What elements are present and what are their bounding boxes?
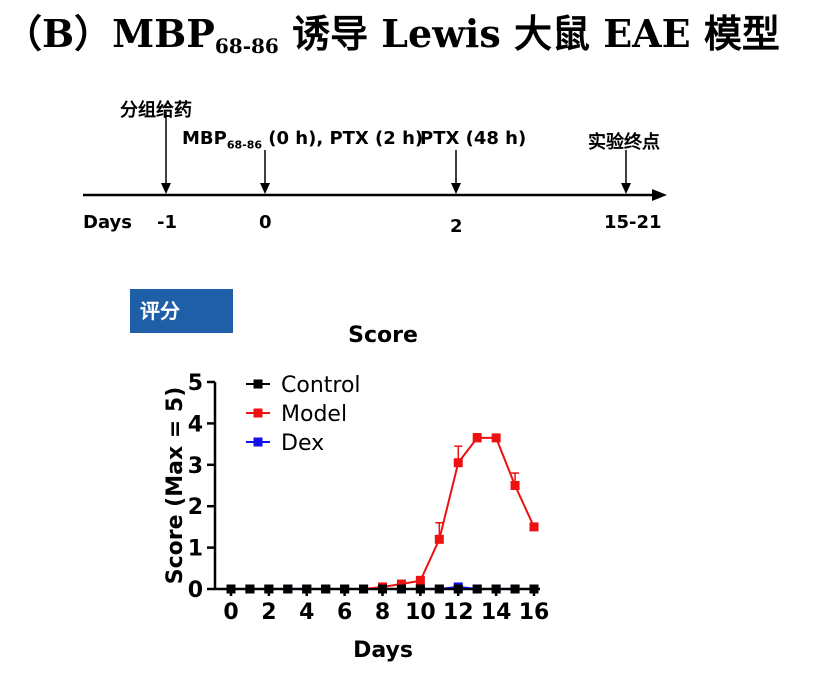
title-subscript: 68-86 (214, 34, 279, 58)
control-point (264, 584, 274, 594)
x-tick-label: 2 (261, 600, 276, 625)
model-point (453, 458, 463, 468)
timeline-day-minus1: -1 (157, 212, 177, 233)
page-title: （B）MBP68-86 诱导 Lewis 大鼠 EAE 模型 (4, 6, 780, 62)
model-point (510, 481, 520, 490)
timeline-label-endpoint: 实验终点 (588, 132, 660, 153)
timeline-arrow-day-0 (260, 150, 270, 194)
control-point (491, 584, 501, 594)
control-point (472, 584, 482, 594)
timeline: 分组给药 MBP68-86 (0 h), PTX (2 h) PTX (48 h… (0, 90, 820, 250)
timeline-label-ptx-48h: PTX (48 h) (420, 128, 527, 149)
model-point (415, 576, 425, 586)
control-point (453, 584, 463, 594)
model-line (231, 436, 535, 590)
control-point (415, 584, 425, 594)
legend-model-marker (253, 408, 263, 418)
legend-dex-marker (253, 437, 263, 447)
timeline-arrow-endpoint (621, 150, 631, 194)
legend-model-label: Model (281, 402, 347, 427)
control-point (359, 584, 369, 594)
timeline-axis (83, 112, 667, 201)
y-tick-label: 0 (188, 578, 203, 603)
x-tick-label: 12 (443, 600, 474, 625)
control-point (283, 584, 293, 594)
timeline-day-endpoint: 15-21 (604, 212, 662, 233)
timeline-day-2: 2 (450, 216, 463, 237)
control-point (226, 584, 236, 594)
model-point (396, 579, 406, 589)
control-point (340, 584, 350, 594)
y-tick-label: 2 (188, 495, 203, 520)
x-tick-label: 14 (481, 600, 512, 625)
timeline-day-0: 0 (259, 212, 272, 233)
y-tick-label: 5 (188, 371, 203, 396)
timeline-label-grouping: 分组给药 (120, 100, 192, 121)
control-point (321, 584, 331, 594)
control-point (434, 584, 444, 594)
x-tick-label: 0 (223, 600, 238, 625)
title-prefix: （B）MBP (4, 11, 215, 56)
control-point (529, 584, 539, 594)
control-point (396, 584, 406, 594)
control-point (245, 584, 255, 594)
y-tick-label: 3 (188, 454, 203, 479)
y-axis-label: Score (Max = 5) (163, 387, 188, 585)
timeline-label-immunization: MBP68-86 (0 h), PTX (2 h) (182, 128, 424, 152)
y-tick-label: 1 (188, 537, 203, 562)
control-point (302, 584, 312, 594)
model-point (434, 534, 444, 544)
control-point (510, 584, 520, 594)
x-tick-label: 4 (299, 600, 314, 625)
chart-title: Score (348, 323, 418, 348)
legend-control-label: Control (281, 373, 361, 398)
x-tick-label: 10 (405, 600, 436, 625)
x-axis-label: Days (353, 638, 413, 663)
x-tick-label: 8 (375, 600, 390, 625)
timeline-arrowhead (652, 189, 667, 201)
legend-dex-label: Dex (281, 431, 324, 456)
legend-control-marker (253, 379, 263, 389)
timeline-arrow-day-2 (451, 150, 461, 194)
timeline-axis-label: Days (83, 212, 132, 233)
score-badge: 评分 (130, 289, 233, 333)
control-point (378, 584, 387, 594)
title-suffix: 诱导 Lewis 大鼠 EAE 模型 (278, 11, 780, 56)
model-point (472, 433, 482, 443)
x-tick-label: 6 (337, 600, 352, 625)
y-tick-label: 4 (188, 412, 203, 437)
model-point (529, 522, 539, 532)
x-tick-label: 16 (519, 600, 550, 625)
model-point (491, 433, 501, 443)
timeline-arrow-day-minus1 (161, 112, 171, 194)
